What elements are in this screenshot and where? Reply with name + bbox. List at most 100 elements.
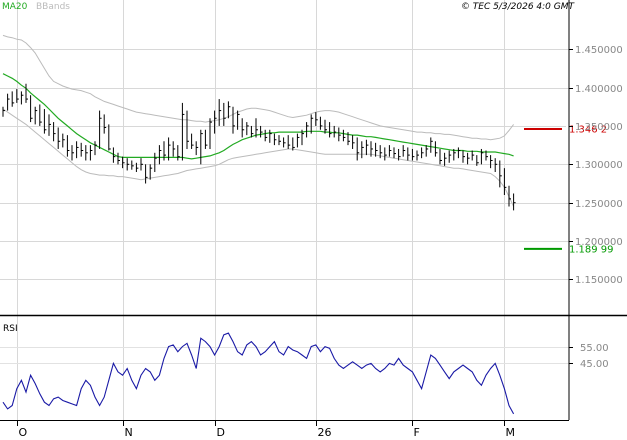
- price-bar-110: [508, 185, 511, 207]
- price-bar-39: [181, 102, 185, 161]
- rsi-layer: [2, 332, 515, 415]
- rsi-tick-label-0: 55.00: [580, 343, 609, 354]
- ma20-layer: [2, 73, 514, 160]
- price-bar-0: [2, 106, 5, 117]
- price-bar-79: [365, 139, 369, 156]
- bollinger-bands: [2, 34, 515, 207]
- time-label-0: O: [19, 426, 28, 439]
- price-bar-34: [158, 145, 162, 165]
- price-bar-96: [444, 152, 447, 166]
- price-bar-26: [122, 156, 125, 169]
- rsi-line: [2, 332, 515, 415]
- price-bar-29: [135, 162, 139, 172]
- labels: 1.150000 1.200000 1.250000 1.300000 1.350000…: [19, 45, 623, 439]
- price-bar-51: [237, 110, 240, 130]
- price-bar-40: [186, 110, 189, 149]
- price-bar-103: [476, 155, 479, 166]
- price-tick-label-3: 1.300000: [575, 160, 623, 171]
- price-bar-1: [7, 93, 10, 111]
- price-bar-99: [457, 147, 461, 159]
- price-bar-8: [39, 104, 42, 126]
- price-bar-21: [99, 110, 102, 149]
- price-bar-31: [145, 164, 148, 184]
- price-bar-107: [494, 158, 498, 172]
- price-bars: [2, 83, 516, 211]
- time-label-2: D: [217, 426, 225, 439]
- price-bar-84: [388, 145, 392, 157]
- price-bar-38: [177, 145, 180, 161]
- price-bar-87: [402, 145, 406, 157]
- price-bar-17: [80, 142, 84, 157]
- price-bar-11: [53, 122, 56, 142]
- price-bar-35: [163, 141, 166, 161]
- price-bar-46: [214, 110, 217, 134]
- price-bar-3: [16, 89, 19, 103]
- price-bar-30: [140, 158, 143, 171]
- price-bar-45: [209, 118, 212, 149]
- price-bar-23: [108, 124, 111, 151]
- price-bar-71: [329, 122, 332, 138]
- price-bar-65: [301, 129, 304, 146]
- price-bar-90: [416, 150, 419, 161]
- price-bar-102: [471, 150, 475, 161]
- price-bar-18: [85, 145, 88, 161]
- price-bar-58: [269, 129, 272, 143]
- price-bar-69: [319, 116, 323, 130]
- price-bar-72: [333, 125, 337, 138]
- price-bar-106: [490, 155, 493, 169]
- price-bar-56: [260, 125, 263, 138]
- price-tick-label-2: 1.250000: [575, 199, 623, 210]
- price-bar-108: [499, 160, 502, 188]
- price-bar-109: [503, 168, 507, 196]
- price-bar-97: [448, 150, 452, 163]
- price-bar-75: [347, 132, 350, 146]
- price-bar-54: [250, 125, 254, 138]
- price-bar-52: [241, 118, 245, 138]
- level-label-1: 1.189 99: [569, 244, 614, 255]
- price-bar-93: [430, 137, 433, 153]
- rsi-label: RSI: [3, 324, 18, 334]
- time-label-3: 26: [318, 426, 332, 439]
- price-bar-85: [393, 147, 396, 159]
- price-bar-2: [11, 91, 15, 107]
- level-label-0: 1.346 2: [569, 125, 607, 136]
- price-bar-50: [232, 106, 235, 134]
- price-bar-98: [453, 148, 456, 161]
- price-bar-92: [425, 145, 429, 157]
- price-tick-label-1: 1.200000: [575, 237, 623, 248]
- price-tick-label-5: 1.400000: [575, 84, 623, 95]
- price-bar-49: [227, 101, 231, 119]
- price-bar-89: [411, 148, 415, 161]
- price-bar-12: [57, 127, 61, 149]
- price-bar-19: [89, 145, 93, 161]
- price-tick-label-6: 1.450000: [575, 45, 623, 56]
- chart-title: © TEC 5/3/2026 4:0 GMT: [461, 2, 576, 12]
- price-bar-9: [43, 109, 47, 134]
- price-bar-104: [480, 148, 484, 165]
- grid: [0, 0, 569, 420]
- price-bar-66: [306, 122, 309, 138]
- price-bar-63: [292, 137, 295, 151]
- price-bar-100: [462, 150, 465, 163]
- price-bar-22: [103, 114, 107, 134]
- ma20-line: [2, 73, 514, 160]
- price-bar-10: [48, 114, 51, 136]
- price-bar-42: [195, 141, 199, 156]
- legend-ma20: MA20: [2, 2, 28, 12]
- price-bar-47: [218, 99, 222, 126]
- price-bar-14: [66, 135, 70, 157]
- price-bar-95: [439, 148, 442, 165]
- price-bar-13: [62, 133, 65, 148]
- level-label-bg-0: [566, 123, 614, 136]
- price-bar-86: [398, 148, 401, 161]
- price-bar-44: [204, 129, 208, 149]
- level-label-bg-1: [566, 242, 614, 255]
- price-bar-70: [324, 119, 327, 134]
- price-tick-label-0: 1.150000: [575, 275, 623, 286]
- price-bar-41: [191, 133, 194, 149]
- price-bar-55: [255, 118, 258, 138]
- price-bar-43: [200, 129, 203, 165]
- price-bar-32: [149, 164, 153, 180]
